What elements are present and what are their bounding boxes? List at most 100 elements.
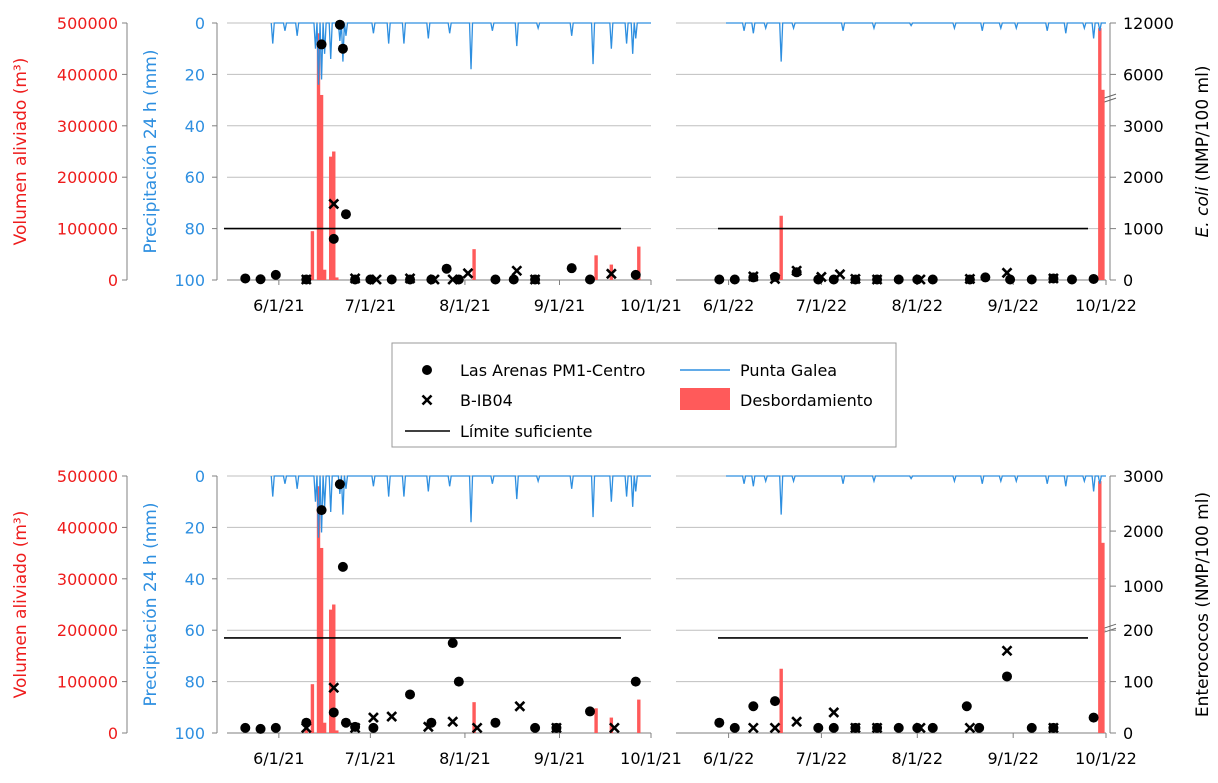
left-axis-tick-label: 300000 bbox=[57, 570, 118, 589]
b-ib04-point-stroke bbox=[605, 268, 617, 280]
las-arenas-point bbox=[1088, 273, 1099, 284]
las-arenas-point bbox=[270, 269, 281, 280]
precip-axis-tick-label: 60 bbox=[185, 621, 205, 640]
b-ib04-point-stroke bbox=[471, 722, 483, 734]
panel-top: 500000 400000 300000 200000 100000 0 0 20 40 60 80… bbox=[11, 14, 1213, 315]
las-arenas-point bbox=[729, 722, 740, 733]
overflow-bar bbox=[316, 486, 321, 733]
right-axis-tick-label: 2000 bbox=[1123, 168, 1164, 187]
overflow-bar bbox=[332, 151, 336, 280]
b-ib04-point-stroke bbox=[367, 712, 379, 723]
axis-break-line bbox=[1103, 93, 1117, 99]
b-ib04-point-stroke bbox=[871, 274, 883, 285]
left-axis-tick-label: 500000 bbox=[57, 14, 118, 33]
b-ib04-point bbox=[850, 273, 861, 285]
x-axis-tick-label: 10/1/21 bbox=[620, 749, 682, 768]
x-axis-tick-label: 9/1/21 bbox=[534, 296, 586, 315]
right-axis-title: E. coli (NMP/100 ml) bbox=[1193, 66, 1213, 238]
las-arenas-point bbox=[240, 722, 251, 733]
las-arenas-point bbox=[453, 676, 464, 687]
las-arenas-point bbox=[426, 274, 437, 285]
b-ib04-point bbox=[404, 273, 416, 284]
b-ib04-point-stroke bbox=[850, 722, 861, 734]
right-axis-tick-label: 200 bbox=[1123, 621, 1154, 640]
left-axis-tick-label: 200000 bbox=[57, 621, 118, 640]
b-ib04-point-stroke bbox=[328, 198, 340, 210]
las-arenas-point bbox=[1002, 671, 1013, 682]
legend-box bbox=[391, 342, 897, 448]
b-ib04-point bbox=[608, 722, 620, 734]
x-axis-tick-label: 10/1/22 bbox=[1075, 749, 1137, 768]
las-arenas-point bbox=[769, 696, 780, 707]
las-arenas-point bbox=[316, 39, 327, 50]
las-arenas-point bbox=[893, 274, 904, 285]
b-ib04-point-stroke bbox=[349, 273, 361, 284]
b-ib04-point bbox=[914, 722, 926, 734]
b-ib04-point-stroke bbox=[850, 273, 861, 285]
overflow-bar bbox=[1101, 542, 1105, 733]
overflow-bar bbox=[329, 156, 333, 280]
b-ib04-point-stroke bbox=[828, 707, 840, 718]
b-ib04-point-stroke bbox=[429, 274, 440, 285]
b-ib04-point-stroke bbox=[1001, 267, 1013, 279]
right-axis-title: Enterococos (NMP/100 ml) bbox=[1193, 492, 1213, 717]
las-arenas-point bbox=[1005, 274, 1016, 285]
right-axis-tick-label: 3000 bbox=[1123, 467, 1164, 486]
b-ib04-point bbox=[871, 722, 883, 734]
overflow-bar bbox=[310, 684, 315, 733]
overflow-bar bbox=[304, 728, 309, 733]
overflow-bar bbox=[335, 277, 339, 280]
x-axis-tick-label: 8/1/21 bbox=[439, 296, 491, 315]
b-ib04-point bbox=[429, 274, 440, 285]
left-axis-tick-label: 100000 bbox=[57, 220, 118, 239]
precip-axis-tick-label: 100 bbox=[174, 724, 205, 743]
las-arenas-point bbox=[584, 274, 595, 285]
overflow-bar bbox=[637, 699, 641, 733]
las-arenas-point bbox=[368, 722, 379, 733]
overflow-bar bbox=[1098, 28, 1102, 280]
overflow-bar bbox=[779, 668, 783, 733]
right-axis-title-text: Enterococos (NMP/100 ml) bbox=[1193, 492, 1213, 717]
precipitation-series-line bbox=[270, 475, 651, 538]
right-axis-tick-label: 6000 bbox=[1123, 65, 1164, 84]
x-axis-tick-label: 8/1/22 bbox=[892, 296, 944, 315]
precip-axis-tick-label: 80 bbox=[185, 220, 205, 239]
x-axis-tick-label: 7/1/21 bbox=[345, 296, 397, 315]
legend-desbordamiento-label: Desbordamiento bbox=[740, 391, 873, 410]
las-arenas-point bbox=[490, 717, 501, 728]
overflow-bar bbox=[637, 246, 641, 280]
b-ib04-point-stroke bbox=[514, 700, 526, 712]
b-ib04-point bbox=[1001, 267, 1013, 279]
las-arenas-point bbox=[316, 505, 327, 516]
precip-axis-tick-label: 40 bbox=[185, 117, 205, 136]
b-ib04-point bbox=[747, 270, 759, 282]
b-ib04-point bbox=[471, 722, 483, 734]
legend-las-arenas-label: Las Arenas PM1-Centro bbox=[460, 361, 645, 380]
precip-axis-tick-label: 80 bbox=[185, 673, 205, 692]
left-axis-title: Volumen aliviado (m³) bbox=[11, 58, 31, 246]
b-ib04-point bbox=[747, 722, 759, 734]
legend-punta-galea-label: Punta Galea bbox=[740, 361, 837, 380]
b-ib04-point-stroke bbox=[747, 722, 759, 734]
overflow-bar bbox=[594, 708, 598, 733]
las-arenas-point bbox=[447, 638, 458, 649]
precipitation-series-line bbox=[726, 22, 1106, 62]
b-ib04-point-stroke bbox=[914, 722, 926, 734]
b-ib04-point bbox=[1047, 273, 1059, 284]
x-axis-tick-label: 6/1/22 bbox=[703, 296, 755, 315]
precip-axis-title: Precipitación 24 h (mm) bbox=[141, 50, 161, 254]
left-axis-title: Volumen aliviado (m³) bbox=[11, 511, 31, 699]
x-axis-tick-label: 7/1/21 bbox=[345, 749, 397, 768]
right-axis-title-italic: E. coli bbox=[1193, 186, 1213, 237]
b-ib04-point bbox=[791, 716, 803, 728]
b-ib04-point-stroke bbox=[964, 273, 976, 285]
x-axis-tick-label: 8/1/21 bbox=[439, 749, 491, 768]
b-ib04-point bbox=[447, 716, 459, 728]
las-arenas-point bbox=[337, 561, 348, 572]
precip-axis-tick-label: 20 bbox=[185, 65, 205, 84]
b-ib04-point-stroke bbox=[349, 722, 361, 734]
overflow-bar bbox=[310, 231, 315, 280]
legend-las-arenas-marker bbox=[422, 365, 432, 375]
legend-desbordamiento-swatch bbox=[680, 388, 730, 410]
x-axis-tick-label: 7/1/22 bbox=[796, 749, 848, 768]
